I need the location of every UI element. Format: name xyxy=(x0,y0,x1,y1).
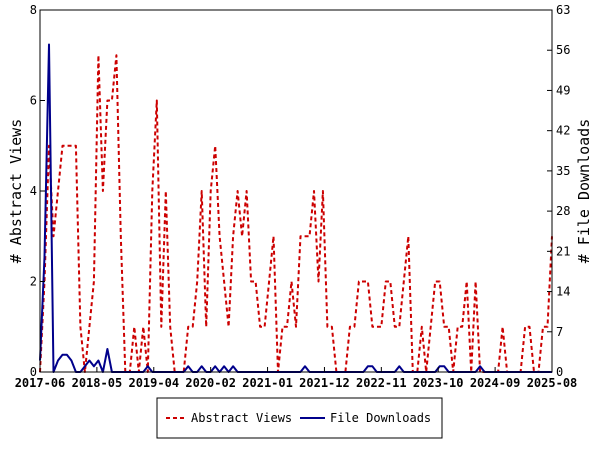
legend: Abstract Views File Downloads xyxy=(156,397,443,439)
right-axis-tick-label: 21 xyxy=(556,244,570,258)
x-axis-tick-label: 2019-04 xyxy=(128,376,179,390)
right-axis-tick-label: 28 xyxy=(556,204,570,218)
left-axis-tick-label: 0 xyxy=(30,365,37,379)
x-axis-tick-label: 2022-11 xyxy=(356,376,407,390)
x-axis-tick-label: 2021-01 xyxy=(242,376,293,390)
legend-label-abstract-views: Abstract Views xyxy=(191,411,292,425)
left-axis-tick-label: 4 xyxy=(30,184,37,198)
right-axis-tick-label: 14 xyxy=(556,285,570,299)
x-axis-tick-label: 2021-12 xyxy=(299,376,350,390)
right-axis-tick-label: 42 xyxy=(556,124,570,138)
right-axis-tick-label: 35 xyxy=(556,164,570,178)
left-axis-tick-label: 8 xyxy=(30,3,37,17)
right-axis-tick-label: 7 xyxy=(556,325,563,339)
series-line-abstract-views xyxy=(39,54,553,373)
x-axis-tick-label: 2020-02 xyxy=(185,376,236,390)
x-axis-tick-label: 2018-05 xyxy=(72,376,123,390)
right-axis-tick-label: 56 xyxy=(556,43,570,57)
left-axis: 0 2 4 6 8 xyxy=(30,3,45,379)
x-axis-tick-label: 2023-10 xyxy=(413,376,464,390)
legend-box xyxy=(156,397,443,439)
x-axis-tick-label: 2017-06 xyxy=(15,376,66,390)
legend-label-file-downloads: File Downloads xyxy=(330,411,431,425)
x-axis-tick-label: 2025-08 xyxy=(527,376,578,390)
x-axis: 2017-06 2018-05 2019-04 2020-02 2021-01 2021-… xyxy=(15,367,578,390)
x-axis-tick-label: 2024-09 xyxy=(470,376,521,390)
right-axis-tick-label: 49 xyxy=(556,83,570,97)
left-axis-tick-label: 6 xyxy=(30,94,37,108)
left-axis-tick-label: 2 xyxy=(30,275,37,289)
right-axis-tick-label: 0 xyxy=(556,365,563,379)
right-axis: 0 7 14 21 28 35 42 49 56 63 xyxy=(547,3,570,379)
right-axis-tick-label: 63 xyxy=(556,3,570,17)
y-axis-left-title: # Abstract Views xyxy=(7,119,25,264)
y-axis-right-title: # File Downloads xyxy=(575,119,593,264)
